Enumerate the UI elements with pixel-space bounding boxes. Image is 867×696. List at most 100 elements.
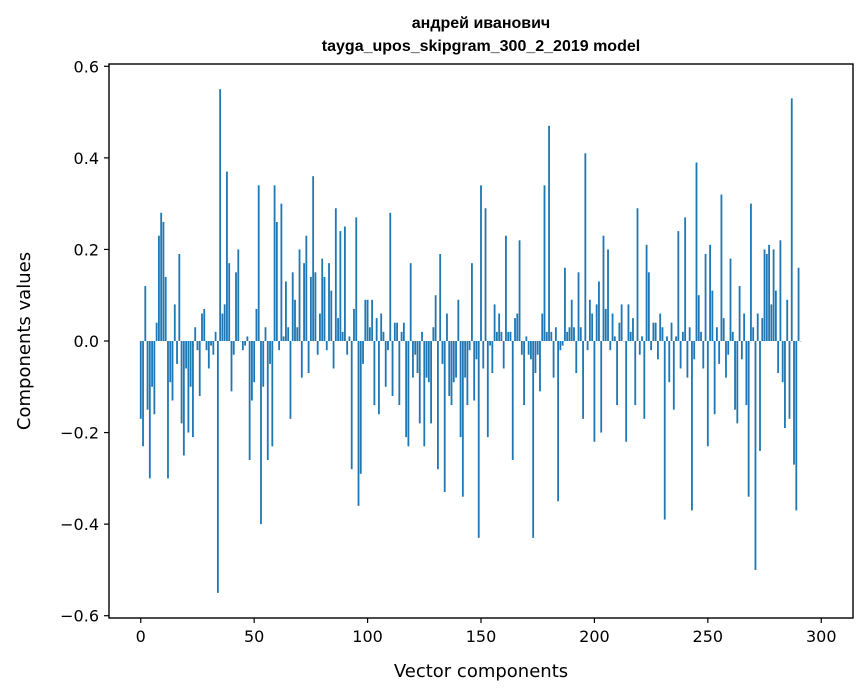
bar-component-133 — [441, 341, 444, 364]
bar-component-207 — [609, 341, 612, 351]
bar-component-194 — [579, 327, 582, 341]
bar-component-165 — [514, 318, 516, 341]
bar-component-80 — [321, 258, 324, 341]
bar-component-97 — [359, 341, 362, 474]
bar-component-233 — [668, 341, 671, 383]
bar-component-120 — [412, 341, 414, 378]
bar-component-114 — [398, 341, 401, 406]
bar-component-200 — [593, 341, 596, 442]
bar-component-131 — [437, 341, 439, 470]
bar-component-4 — [148, 341, 151, 479]
bar-component-118 — [407, 341, 410, 447]
bar-component-62 — [280, 203, 283, 341]
bar-component-184 — [557, 341, 560, 502]
bar-component-216 — [629, 331, 632, 341]
bar-component-278 — [770, 304, 773, 341]
bar-component-230 — [661, 327, 664, 341]
bar-component-113 — [396, 322, 398, 341]
bar-component-189 — [568, 327, 571, 341]
bar-component-235 — [672, 341, 675, 410]
bar-component-9 — [160, 212, 163, 341]
bar-component-274 — [761, 318, 764, 341]
bar-component-215 — [627, 304, 630, 341]
bar-component-130 — [434, 295, 437, 341]
bar-component-166 — [516, 313, 519, 341]
bar-component-29 — [205, 341, 208, 351]
bar-component-158 — [498, 313, 501, 341]
y-tick-label: −0.4 — [60, 515, 99, 534]
bar-component-161 — [505, 235, 507, 341]
y-tick-label: 0.6 — [74, 57, 99, 76]
bar-component-16 — [176, 341, 178, 364]
bar-component-77 — [314, 272, 317, 341]
bar-component-231 — [663, 341, 666, 520]
bar-component-127 — [427, 341, 430, 383]
bar-component-188 — [566, 331, 569, 341]
bar-component-179 — [545, 331, 548, 341]
bar-component-267 — [745, 341, 748, 406]
bar-component-15 — [173, 304, 176, 341]
bar-component-78 — [316, 341, 319, 355]
bar-component-1 — [142, 341, 144, 447]
bar-component-279 — [772, 249, 775, 341]
bar-component-2 — [144, 286, 147, 341]
bar-component-196 — [584, 153, 587, 341]
x-tick-label: 300 — [806, 627, 837, 646]
bar-component-123 — [418, 341, 421, 424]
bar-component-128 — [430, 341, 432, 424]
bar-component-272 — [756, 313, 759, 341]
bar-component-102 — [371, 299, 374, 341]
bar-component-290 — [797, 267, 800, 341]
bar-component-232 — [666, 336, 668, 341]
bar-component-163 — [509, 331, 512, 341]
bar-component-39 — [228, 263, 231, 341]
bar-component-236 — [675, 336, 677, 341]
bar-component-83 — [328, 263, 330, 341]
bar-component-41 — [232, 341, 235, 355]
bar-component-24 — [194, 327, 197, 341]
bars-group — [139, 89, 802, 593]
bar-component-98 — [362, 341, 364, 364]
bar-component-52 — [257, 185, 260, 341]
bar-component-289 — [795, 341, 798, 511]
bar-component-134 — [443, 341, 446, 493]
bar-component-63 — [282, 336, 285, 341]
bar-component-284 — [784, 341, 786, 428]
bar-component-112 — [393, 322, 396, 341]
bar-component-281 — [777, 341, 780, 374]
bar-component-199 — [591, 313, 594, 341]
bar-component-21 — [187, 341, 190, 433]
bar-component-198 — [588, 299, 591, 341]
bar-component-140 — [457, 299, 460, 341]
bar-component-206 — [607, 249, 609, 341]
y-axis-ticks: −0.6 −0.4 −0.2 0.0 0.2 0.4 0.6 — [60, 57, 109, 626]
bar-component-168 — [520, 341, 523, 355]
x-tick-label: 100 — [352, 627, 383, 646]
bar-component-101 — [368, 327, 371, 341]
bar-component-64 — [285, 281, 287, 341]
bar-component-148 — [475, 341, 478, 360]
bar-component-145 — [468, 341, 471, 351]
bar-component-17 — [178, 254, 181, 341]
bar-component-255 — [718, 341, 721, 364]
bar-component-214 — [625, 341, 628, 442]
chart-title-line-2: tayga_upos_skipgram_300_2_2019 model — [322, 38, 640, 55]
bar-component-56 — [266, 341, 269, 461]
bar-component-151 — [482, 341, 485, 369]
bar-component-271 — [754, 341, 757, 570]
bar-component-125 — [423, 341, 426, 447]
bar-component-75 — [309, 276, 312, 341]
bar-component-174 — [534, 341, 537, 374]
bar-component-72 — [303, 263, 305, 341]
bar-component-55 — [264, 327, 267, 341]
bar-component-154 — [489, 341, 491, 346]
bar-component-10 — [162, 221, 165, 341]
bar-component-162 — [507, 331, 510, 341]
y-tick-label: 0.2 — [74, 240, 99, 259]
bar-component-280 — [774, 290, 777, 341]
bar-component-26 — [198, 341, 201, 396]
bar-component-277 — [768, 244, 770, 341]
bar-component-46 — [244, 341, 246, 346]
bar-component-208 — [611, 313, 614, 341]
bar-component-142 — [461, 341, 464, 497]
